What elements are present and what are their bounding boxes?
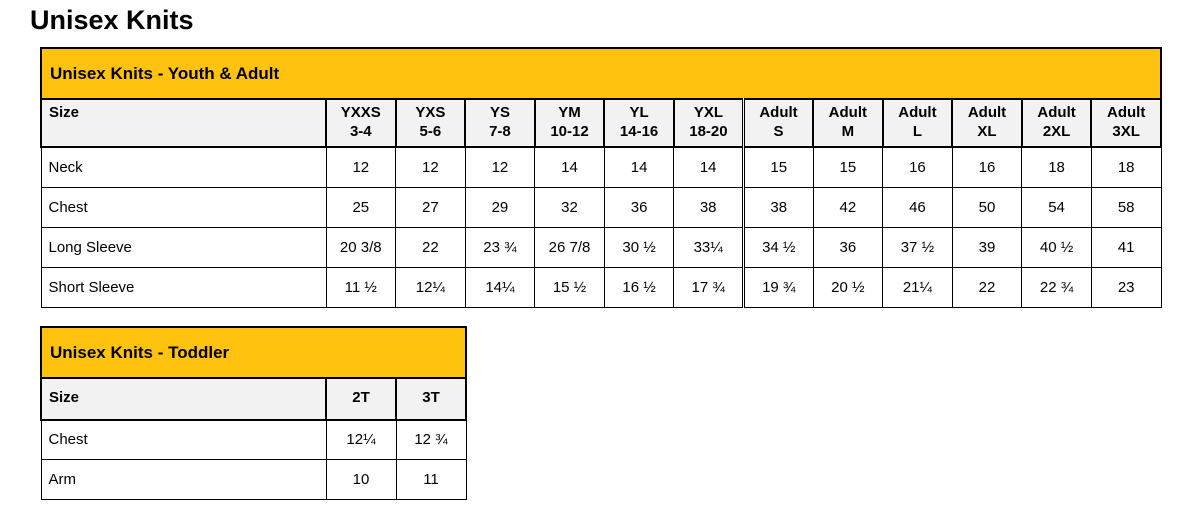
size-value-cell: 17 ¾ xyxy=(673,266,744,308)
size-value-cell: 38 xyxy=(673,186,744,228)
size-value-cell: 22 ¾ xyxy=(1021,266,1092,308)
size-value-cell: 22 xyxy=(395,226,466,268)
size-value-cell: 16 xyxy=(951,146,1023,188)
size-value-cell: 40 ½ xyxy=(1021,226,1092,268)
size-value-cell: 12 xyxy=(325,146,397,188)
row-label: Short Sleeve xyxy=(40,266,327,308)
toddler-table-section: Unisex Knits - Toddler Size 2T 3T Chest 12¼ 1… xyxy=(40,325,467,500)
size-value-cell: 41 xyxy=(1090,226,1162,268)
youth-adult-size-table: Size YXXS 3-4 YXS 5-6 YS 7-8 YM 10-12 YL 14-1… xyxy=(40,98,1162,308)
size-value-cell: 12¼ xyxy=(395,266,466,308)
size-value-cell: 30 ½ xyxy=(603,226,675,268)
size-value-cell: 27 xyxy=(395,186,466,228)
table-row: Long Sleeve 20 3/8 22 23 ¾ 26 7/8 30 ½ 33¼ 34 ½… xyxy=(40,226,1162,268)
column-header: YXS 5-6 xyxy=(394,98,467,148)
youth-adult-band-title: Unisex Knits - Youth & Adult xyxy=(40,47,1162,100)
size-value-cell: 16 ½ xyxy=(603,266,675,308)
size-value-cell: 11 xyxy=(395,459,467,500)
table-row: Arm 10 11 xyxy=(40,459,467,500)
size-value-cell: 33¼ xyxy=(673,226,744,268)
size-value-cell: 23 ¾ xyxy=(464,226,536,268)
column-header: YL 14-16 xyxy=(603,98,675,148)
size-value-cell: 15 xyxy=(741,146,814,188)
column-header: Adult XL xyxy=(951,98,1023,148)
size-value-cell: 25 xyxy=(325,186,397,228)
page-title: Unisex Knits xyxy=(30,5,194,35)
size-value-cell: 46 xyxy=(882,186,953,228)
size-value-cell: 15 ½ xyxy=(534,266,605,308)
size-value-cell: 12 xyxy=(395,146,466,188)
size-value-cell: 15 xyxy=(812,146,884,188)
size-value-cell: 16 xyxy=(882,146,953,188)
toddler-band-title: Unisex Knits - Toddler xyxy=(40,325,467,379)
size-value-cell: 14 xyxy=(534,146,605,188)
size-value-cell: 22 xyxy=(951,266,1023,308)
size-value-cell: 12 ¾ xyxy=(395,419,467,460)
column-header: Adult 3XL xyxy=(1090,98,1162,148)
size-value-cell: 12¼ xyxy=(325,419,397,460)
size-value-cell: 11 ½ xyxy=(325,266,397,308)
column-header: YXL 18-20 xyxy=(672,98,745,148)
youth-adult-table-section: Unisex Knits - Youth & Adult Size YXXS 3-… xyxy=(40,47,1162,308)
header-row: Size 2T 3T xyxy=(40,376,467,421)
table-row: Neck 12 12 12 14 14 14 15 15 16 16 18 18 xyxy=(40,146,1162,188)
size-value-cell: 37 ½ xyxy=(882,226,953,268)
row-label: Neck xyxy=(40,146,327,188)
size-value-cell: 36 xyxy=(603,186,675,228)
size-value-cell: 29 xyxy=(464,186,536,228)
size-value-cell: 36 xyxy=(812,226,884,268)
table-row: Chest 12¼ 12 ¾ xyxy=(40,419,467,460)
size-value-cell: 38 xyxy=(741,186,814,228)
row-label: Chest xyxy=(40,186,327,228)
row-label: Chest xyxy=(40,419,327,460)
size-value-cell: 42 xyxy=(812,186,884,228)
column-header: 3T xyxy=(395,376,467,421)
row-label: Arm xyxy=(40,459,327,500)
size-value-cell: 23 xyxy=(1090,266,1162,308)
toddler-size-table: Size 2T 3T Chest 12¼ 12 ¾ Arm 10 11 xyxy=(40,376,467,500)
column-header: YS 7-8 xyxy=(464,98,536,148)
column-header: Adult L xyxy=(881,98,954,148)
column-header: YXXS 3-4 xyxy=(325,98,397,148)
column-header: Adult 2XL xyxy=(1020,98,1093,148)
size-value-cell: 21¼ xyxy=(882,266,953,308)
size-value-cell: 20 3/8 xyxy=(325,226,397,268)
size-value-cell: 50 xyxy=(951,186,1023,228)
size-value-cell: 32 xyxy=(534,186,605,228)
table-row: Chest 25 27 29 32 36 38 38 42 46 50 54 58 xyxy=(40,186,1162,228)
size-value-cell: 18 xyxy=(1021,146,1092,188)
size-value-cell: 14 xyxy=(603,146,675,188)
size-value-cell: 26 7/8 xyxy=(534,226,605,268)
row-label: Long Sleeve xyxy=(40,226,327,268)
column-header: 2T xyxy=(325,376,397,421)
header-row: Size YXXS 3-4 YXS 5-6 YS 7-8 YM 10-12 YL 14-1… xyxy=(40,98,1162,148)
size-value-cell: 14¼ xyxy=(464,266,536,308)
size-value-cell: 19 ¾ xyxy=(741,266,814,308)
column-header: Adult S xyxy=(741,98,815,148)
size-value-cell: 10 xyxy=(325,459,397,500)
size-value-cell: 39 xyxy=(951,226,1023,268)
table-row: Short Sleeve 11 ½ 12¼ 14¼ 15 ½ 16 ½ 17 ¾ 19 ¾ 20… xyxy=(40,266,1162,308)
size-value-cell: 12 xyxy=(464,146,536,188)
size-value-cell: 34 ½ xyxy=(741,226,814,268)
column-header: Adult M xyxy=(812,98,884,148)
size-value-cell: 14 xyxy=(673,146,744,188)
size-value-cell: 54 xyxy=(1021,186,1092,228)
size-column-header: Size xyxy=(40,376,327,421)
size-column-header: Size xyxy=(40,98,327,148)
column-header: YM 10-12 xyxy=(533,98,606,148)
size-value-cell: 58 xyxy=(1090,186,1162,228)
size-value-cell: 20 ½ xyxy=(812,266,884,308)
size-value-cell: 18 xyxy=(1090,146,1162,188)
